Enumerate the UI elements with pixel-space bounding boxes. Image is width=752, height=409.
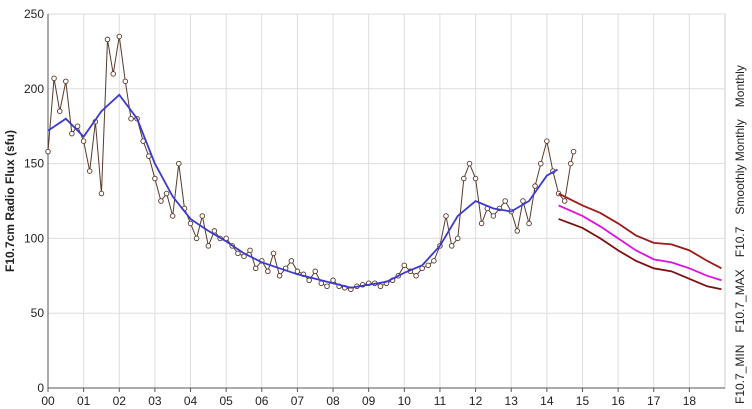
data-point [235, 250, 241, 257]
data-point [401, 262, 408, 269]
data-point [520, 198, 526, 204]
legend-entry: F10.7_MAX [733, 269, 747, 332]
data-point [152, 175, 158, 182]
data-point [163, 190, 170, 197]
data-point [252, 265, 259, 272]
x-tick-label: 11 [434, 394, 447, 408]
data-point [425, 262, 431, 269]
x-tick-label: 17 [647, 394, 661, 408]
legend-entry: Smoothly Monthly [733, 119, 747, 214]
legend-entry: F10.7 [733, 226, 747, 257]
data-point [448, 243, 455, 249]
data-point [472, 175, 479, 182]
data-point [413, 273, 419, 279]
series-line [47, 93, 558, 289]
y-tick-label: 0 [37, 381, 44, 395]
data-point [199, 213, 206, 219]
data-point [318, 280, 325, 287]
data-point [544, 138, 550, 144]
x-tick-label: 03 [148, 394, 162, 408]
x-tick-label: 08 [326, 394, 340, 408]
data-point [431, 258, 437, 264]
data-point [176, 160, 182, 167]
data-point [110, 71, 116, 77]
x-tick-label: 10 [398, 394, 412, 408]
x-tick-label: 16 [611, 394, 625, 408]
y-tick-label: 50 [31, 306, 45, 320]
data-point [514, 228, 521, 234]
data-point [570, 148, 577, 155]
data-point [461, 175, 467, 182]
x-tick-label: 12 [469, 394, 483, 408]
data-point [211, 228, 218, 234]
x-tick-label: 13 [505, 394, 519, 408]
data-point [69, 130, 75, 137]
data-point [443, 213, 449, 219]
data-point [561, 198, 568, 204]
data-point [74, 123, 81, 129]
data-point [169, 213, 176, 219]
data-point [45, 148, 51, 155]
data-point [502, 198, 508, 204]
data-point [526, 220, 532, 227]
series-line [558, 192, 722, 270]
x-tick-label: 04 [184, 394, 198, 408]
data-point [330, 277, 336, 284]
x-tick-label: 06 [255, 394, 269, 408]
data-point [312, 268, 318, 275]
data-point [324, 283, 330, 290]
data-point [104, 36, 111, 43]
y-tick-label: 250 [24, 7, 44, 21]
x-tick-label: 09 [362, 394, 376, 408]
data-point [98, 190, 105, 197]
data-point [478, 220, 485, 227]
x-tick-label: 07 [291, 394, 305, 408]
x-tick-label: 18 [683, 394, 697, 408]
legend-entry: Monthly [733, 65, 747, 107]
x-tick-label: 14 [540, 394, 554, 408]
data-point [122, 78, 129, 85]
data-point [288, 258, 295, 264]
data-point [276, 273, 283, 279]
data-point [86, 168, 93, 174]
x-tick-label: 01 [77, 394, 91, 408]
plot-area [47, 13, 726, 389]
series-line [558, 204, 722, 282]
data-point [455, 235, 461, 242]
y-axis-label: F10.7cm Radio Flux (sfu) [3, 130, 17, 272]
data-point [265, 268, 271, 275]
x-tick-label: 00 [41, 394, 55, 408]
data-point [490, 213, 497, 219]
data-point [116, 33, 123, 40]
x-tick-label: 05 [219, 394, 233, 408]
data-point [567, 160, 574, 167]
data-point [63, 78, 69, 85]
data-point [377, 283, 384, 290]
y-tick-label: 200 [24, 82, 44, 96]
data-point [466, 160, 473, 167]
data-point [538, 160, 544, 167]
data-point [532, 183, 538, 189]
data-point [270, 250, 277, 257]
data-point [187, 220, 194, 227]
y-tick-label: 150 [24, 157, 44, 171]
data-point [80, 138, 87, 144]
data-point [306, 277, 312, 284]
data-point [247, 247, 253, 254]
data-point [51, 75, 57, 82]
y-tick-label: 100 [24, 231, 44, 245]
legend-entry: F10.7_MIN [733, 345, 747, 404]
data-point [205, 243, 212, 249]
x-tick-label: 02 [113, 394, 127, 408]
data-point [57, 108, 63, 114]
data-point [193, 235, 200, 242]
data-point [158, 198, 164, 204]
data-point [128, 115, 134, 122]
x-tick-label: 15 [576, 394, 590, 408]
series-line [558, 218, 722, 291]
